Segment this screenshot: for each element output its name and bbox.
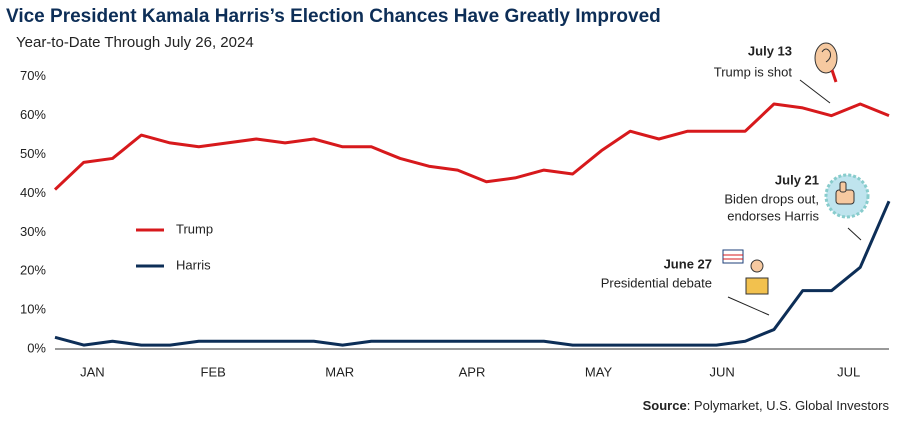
x-tick-label: JUL <box>837 364 860 379</box>
x-tick-label: FEB <box>201 364 226 379</box>
source: Source: Polymarket, U.S. Global Investor… <box>643 398 890 413</box>
annotation-text: Biden drops out, <box>724 191 819 206</box>
y-tick-label: 50% <box>20 146 46 161</box>
y-tick-label: 60% <box>20 107 46 122</box>
y-tick-label: 40% <box>20 185 46 200</box>
annotation-line <box>847 227 862 241</box>
annotation-date: June 27 <box>664 256 712 271</box>
y-tick-label: 70% <box>20 68 46 83</box>
annotation-date: July 21 <box>775 172 819 187</box>
annotation-date: July 13 <box>748 43 792 58</box>
thumbs-icon <box>824 173 870 219</box>
x-tick-label: MAY <box>585 364 613 379</box>
y-tick-label: 30% <box>20 224 46 239</box>
annotation-line <box>727 296 770 316</box>
x-tick-label: MAR <box>325 364 354 379</box>
chart-title: Vice President Kamala Harris’s Election … <box>6 6 661 27</box>
debate-icon <box>722 249 769 295</box>
x-tick-label: JUN <box>710 364 735 379</box>
y-tick-label: 10% <box>20 302 46 317</box>
x-tick-label: APR <box>459 364 486 379</box>
source-text: : Polymarket, U.S. Global Investors <box>687 398 890 413</box>
annotation-text: Presidential debate <box>601 275 712 290</box>
annotation-text: Trump is shot <box>714 64 793 79</box>
legend-label: Trump <box>176 221 213 236</box>
source-label: Source <box>643 398 687 413</box>
annotation-text: endorses Harris <box>727 208 819 223</box>
y-tick-label: 20% <box>20 263 46 278</box>
line-series <box>54 200 891 347</box>
y-tick-label: 0% <box>27 340 46 355</box>
chart-subtitle: Year-to-Date Through July 26, 2024 <box>16 34 254 51</box>
line-series <box>53 102 890 191</box>
x-tick-label: JAN <box>80 364 105 379</box>
legend-label: Harris <box>176 257 211 272</box>
annotation-line <box>799 79 831 104</box>
ear-icon <box>814 42 838 83</box>
